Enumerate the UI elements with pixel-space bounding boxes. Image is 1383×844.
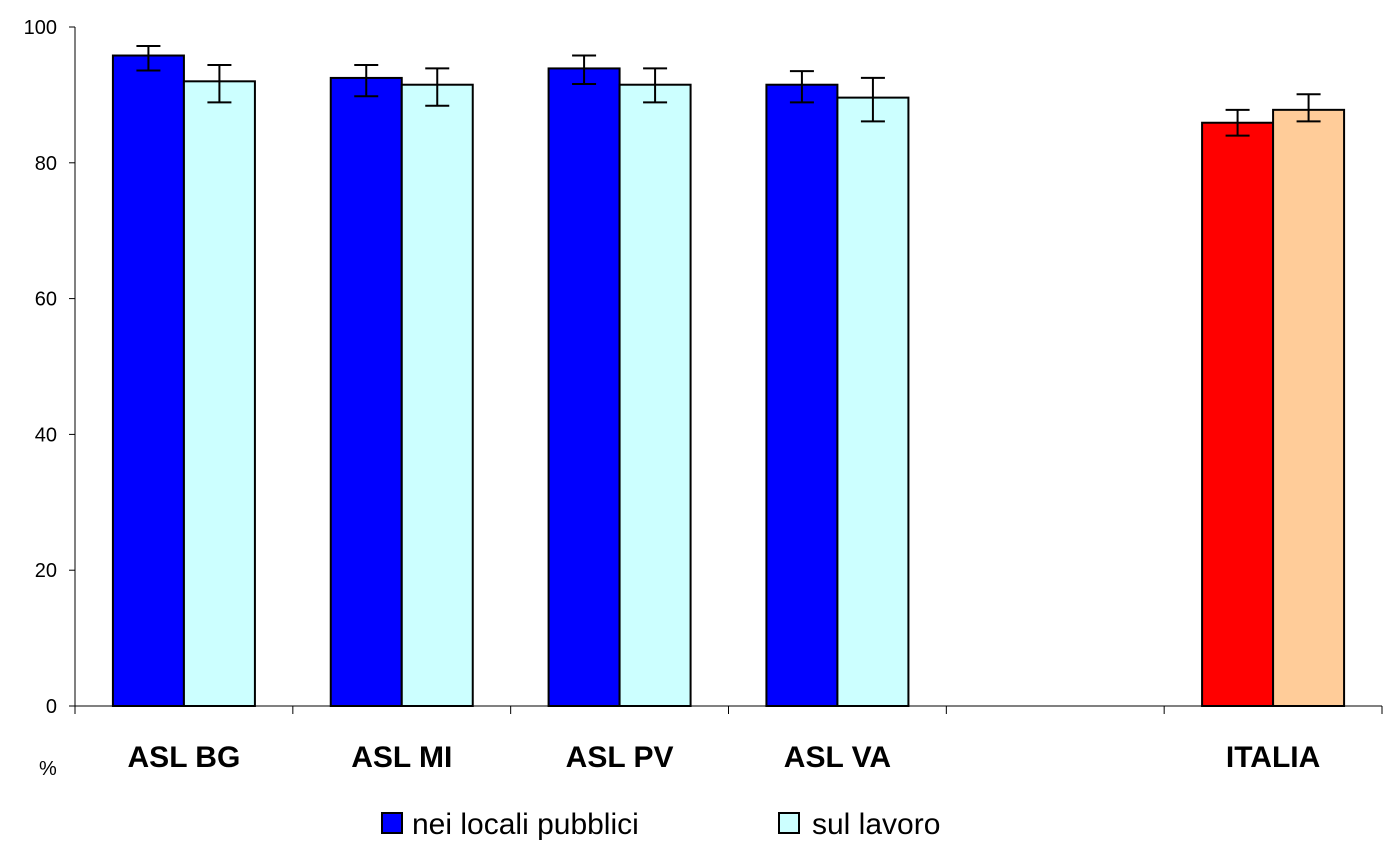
x-tick-label: ASL MI: [351, 741, 452, 774]
legend-label-series-0: nei locali pubblici: [412, 808, 639, 841]
y-tick-label: 20: [35, 560, 57, 582]
bar: [836, 96, 910, 707]
y-unit-label: %: [39, 758, 57, 780]
bar: [1272, 108, 1346, 707]
bar: [400, 83, 474, 707]
chart-bars: [111, 54, 1346, 708]
bar: [765, 83, 839, 707]
y-tick-label: 0: [46, 696, 57, 718]
y-tick-label: 40: [35, 424, 57, 446]
x-tick-labels: ASL BG ASL MI ASL PV ASL VA ITALIA: [128, 741, 1321, 774]
x-tick-label: ASL PV: [566, 741, 674, 774]
y-tick-label: 80: [35, 153, 57, 175]
legend-swatch-series-1: [778, 812, 800, 834]
legend: nei locali pubblici sul lavoro: [381, 808, 940, 841]
x-tick-label: ITALIA: [1226, 741, 1320, 774]
error-bars: [136, 45, 1321, 137]
x-tick-label: ASL VA: [784, 741, 891, 774]
y-tick-label: 60: [35, 289, 57, 311]
x-tick-label: ASL BG: [128, 741, 241, 774]
bar: [329, 76, 403, 708]
bar: [111, 54, 185, 707]
bar: [1201, 121, 1275, 707]
bar: [182, 80, 256, 707]
bar: [547, 67, 621, 707]
bar: [618, 83, 692, 707]
chart-axes: 0 20 40 60 80 100: [24, 17, 1383, 718]
legend-label-series-1: sul lavoro: [812, 808, 940, 841]
legend-swatch-series-0: [381, 812, 403, 834]
y-tick-label: 100: [24, 17, 57, 39]
